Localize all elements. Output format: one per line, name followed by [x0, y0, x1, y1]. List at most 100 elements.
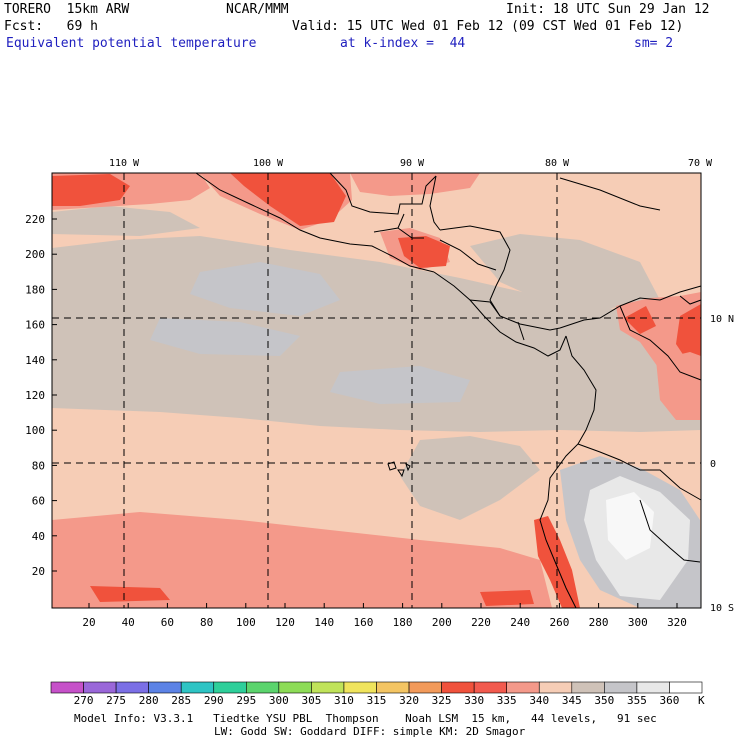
colorbar-swatch-11	[408, 681, 442, 694]
colorbar-swatch-4	[180, 681, 215, 694]
colorbar-label-315: 315	[367, 694, 387, 707]
x-tick-label-100: 100	[236, 616, 256, 629]
colorbar-label-305: 305	[301, 694, 321, 707]
coastline-east-islands	[679, 295, 702, 305]
lon-label-110w: 110 W	[109, 158, 140, 169]
axis-ticks	[52, 218, 678, 608]
left-axis-labels: 20 40 60 80 100 120 140 160 180 200 220	[25, 213, 45, 578]
colorbar-label-295: 295	[236, 694, 256, 707]
field-red-south-patch-1	[90, 586, 170, 602]
field-gray-patch-west	[150, 318, 300, 356]
smoothing-label: sm= 2	[634, 36, 674, 51]
field-taupe-equator	[400, 436, 540, 520]
x-tick-label-200: 200	[432, 616, 452, 629]
colorbar-labels: 270 275 280 285 290 295 300 305 310 315 320 325 330 3…	[74, 694, 680, 707]
colorbar-label-300: 300	[269, 694, 289, 707]
model-title: TORERO 15km ARW	[4, 2, 130, 17]
y-tick-label-220: 220	[25, 213, 45, 226]
island-galapagos-2	[397, 469, 405, 478]
colorbar	[50, 681, 703, 694]
colorbar-swatch-7	[278, 681, 312, 694]
field-taupe-nw	[52, 206, 200, 236]
colorbar-label-285: 285	[171, 694, 191, 707]
y-tick-label-80: 80	[32, 459, 45, 472]
field-red-guatemala	[398, 236, 450, 268]
colorbar-swatch-10	[376, 681, 410, 694]
colorbar-swatch-5	[213, 681, 247, 694]
colorbar-swatch-0	[50, 681, 84, 694]
field-red-mexico	[230, 173, 346, 226]
border-peru-brazil	[639, 499, 701, 563]
colorbar-swatch-13	[473, 681, 507, 694]
colorbar-unit: K	[698, 694, 705, 707]
colorbar-label-290: 290	[204, 694, 224, 707]
lon-label-100w: 100 W	[253, 158, 284, 169]
lat-label-0: 0	[710, 459, 716, 470]
field-name: Equivalent potential temperature	[6, 36, 257, 51]
colorbar-label-360: 360	[660, 694, 680, 707]
colorbar-label-280: 280	[139, 694, 159, 707]
colorbar-swatch-16	[571, 681, 605, 694]
colorbar-label-355: 355	[627, 694, 647, 707]
y-tick-label-120: 120	[25, 389, 45, 402]
border-colombia-ecuador-peru	[577, 443, 702, 501]
y-tick-label-200: 200	[25, 248, 45, 261]
y-tick-label-160: 160	[25, 319, 45, 332]
valid-time: Valid: 15 UTC Wed 01 Feb 12 (09 CST Wed …	[292, 19, 684, 34]
center-name: NCAR/MMM	[226, 2, 289, 17]
lat-label-10s: 10 S	[710, 603, 734, 614]
border-nicaragua-costarica	[469, 299, 501, 317]
level-label: at k-index = 44	[340, 36, 466, 51]
x-tick-label-260: 260	[549, 616, 569, 629]
coastline-south-america-pacific	[539, 335, 597, 609]
coastlines-and-borders	[195, 172, 702, 609]
colorbar-label-310: 310	[334, 694, 354, 707]
x-tick-label-60: 60	[161, 616, 174, 629]
x-tick-label-220: 220	[471, 616, 491, 629]
y-tick-label-180: 180	[25, 283, 45, 296]
y-tick-label-60: 60	[32, 495, 45, 508]
border-costarica-panama	[517, 321, 525, 341]
lon-label-80w: 80 W	[545, 158, 570, 169]
x-tick-label-40: 40	[122, 616, 135, 629]
y-tick-label-20: 20	[32, 565, 45, 578]
x-tick-label-180: 180	[393, 616, 413, 629]
lon-label-90w: 90 W	[400, 158, 425, 169]
y-tick-label-100: 100	[25, 424, 45, 437]
colorbar-swatch-6	[246, 681, 280, 694]
lat-label-10n: 10 N	[710, 314, 734, 325]
colorbar-swatch-1	[83, 681, 117, 694]
x-tick-label-240: 240	[510, 616, 530, 629]
coastline-central-america-caribbean	[439, 225, 561, 331]
footer-physics-info: LW: Godd SW: Goddard DIFF: simple KM: 2D…	[214, 725, 526, 738]
colorbar-swatch-8	[311, 681, 345, 694]
bottom-axis-labels: 20 40 60 80 100 120 140 160 180 200 220 240 260 280 30…	[82, 616, 687, 629]
colorbar-swatch-9	[343, 681, 377, 694]
colorbar-label-345: 345	[562, 694, 582, 707]
colorbar-label-275: 275	[106, 694, 126, 707]
x-tick-label-300: 300	[628, 616, 648, 629]
forecast-hour: Fcst: 69 h	[4, 19, 98, 34]
footer-model-info: Model Info: V3.3.1 Tiedtke YSU PBL Thomp…	[74, 712, 657, 725]
colorbar-swatch-2	[115, 681, 149, 694]
lat-lon-grid	[52, 173, 701, 608]
colorbar-swatch-15	[538, 681, 573, 694]
field-salmon-south	[52, 512, 552, 608]
colorbar-label-330: 330	[464, 694, 484, 707]
x-tick-label-80: 80	[200, 616, 213, 629]
coastline-south-america-north	[559, 285, 702, 329]
x-tick-label-280: 280	[589, 616, 609, 629]
colorbar-swatch-19	[669, 681, 703, 694]
coastline-mexico-pacific	[195, 172, 435, 273]
island-cuba-edge	[559, 177, 661, 211]
border-honduras-nicaragua	[439, 239, 497, 271]
field-red-nw-corner	[52, 174, 130, 206]
colorbar-swatch-3	[148, 681, 182, 694]
y-tick-label-40: 40	[32, 530, 45, 543]
island-galapagos-3	[405, 463, 411, 472]
field-salmon-east-strip	[656, 352, 701, 420]
field-red-venezuela	[624, 306, 656, 334]
field-gray-patch-north	[190, 262, 340, 316]
x-tick-label-160: 160	[353, 616, 373, 629]
